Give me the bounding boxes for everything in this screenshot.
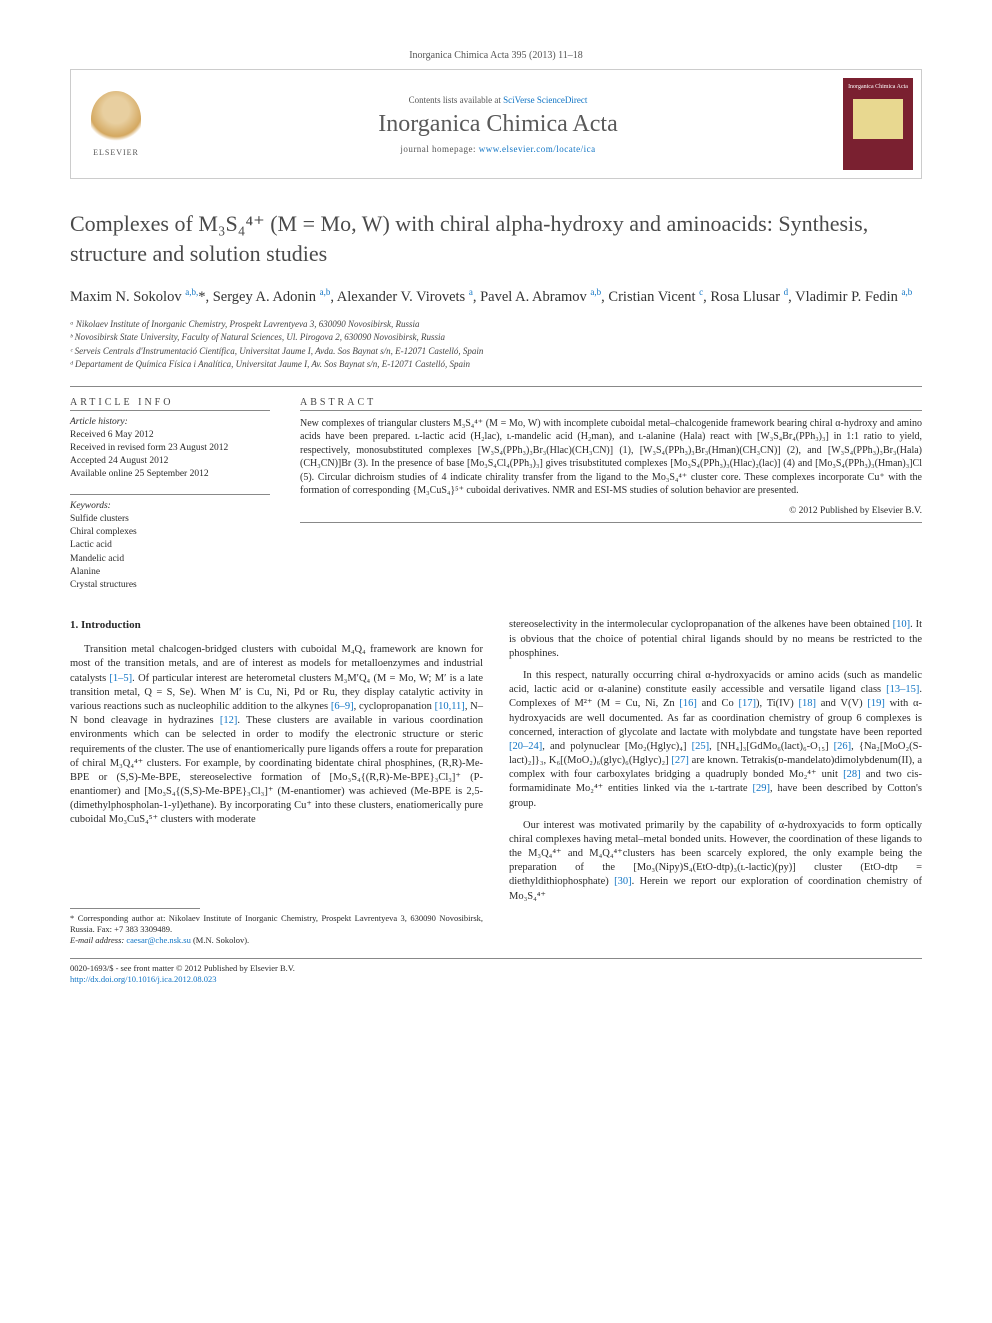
journal-cover-thumbnail: Inorganica Chimica Acta (843, 78, 913, 170)
cover-image-icon (853, 99, 903, 139)
affiliations: ᵃ Nikolaev Institute of Inorganic Chemis… (70, 318, 922, 372)
intro-para-3: Our interest was motivated primarily by … (509, 819, 922, 904)
info-rule-2 (70, 494, 270, 495)
authors-list: Maxim N. Sokolov a,b,*, Sergey A. Adonin… (70, 286, 922, 307)
history-body: Received 6 May 2012Received in revised f… (70, 429, 270, 482)
section-1-head: 1. Introduction (70, 618, 483, 633)
contents-prefix: Contents lists available at (409, 95, 503, 105)
abstract-block: ABSTRACT New complexes of triangular clu… (300, 397, 922, 593)
intro-para-2: In this respect, naturally occurring chi… (509, 669, 922, 811)
article-info-head: ARTICLE INFO (70, 397, 270, 408)
article-title: Complexes of M₃S₄⁴⁺ (M = Mo, W) with chi… (70, 209, 922, 268)
right-column: stereoselectivity in the intermolecular … (509, 618, 922, 945)
intro-para-1: Transition metal chalcogen-bridged clust… (70, 643, 483, 827)
intro-para-cont: stereoselectivity in the intermolecular … (509, 618, 922, 661)
sciencedirect-link[interactable]: SciVerse ScienceDirect (503, 95, 587, 105)
corr-email-link[interactable]: caesar@che.nsk.su (126, 935, 190, 945)
journal-reference: Inorganica Chimica Acta 395 (2013) 11–18 (70, 50, 922, 61)
contents-line: Contents lists available at SciVerse Sci… (409, 95, 588, 105)
abstract-body: New complexes of triangular clusters M₃S… (300, 417, 922, 498)
corr-author-text: * Corresponding author at: Nikolaev Inst… (70, 913, 483, 935)
abstract-rule-2 (300, 522, 922, 523)
history-head: Article history: (70, 417, 270, 427)
footer-bar: 0020-1693/$ - see front matter © 2012 Pu… (70, 958, 922, 985)
email-label: E-mail address: (70, 935, 126, 945)
left-column: 1. Introduction Transition metal chalcog… (70, 618, 483, 945)
corr-email-line: E-mail address: caesar@che.nsk.su (M.N. … (70, 935, 483, 946)
homepage-prefix: journal homepage: (400, 144, 478, 154)
front-matter-line: 0020-1693/$ - see front matter © 2012 Pu… (70, 963, 922, 974)
journal-name: Inorganica Chimica Acta (378, 111, 617, 138)
email-suffix: (M.N. Sokolov). (191, 935, 249, 945)
corresponding-footnote: * Corresponding author at: Nikolaev Inst… (70, 913, 483, 946)
footnote-rule (70, 908, 200, 909)
keywords-body: Sulfide clustersChiral complexesLactic a… (70, 513, 270, 593)
info-rule (70, 410, 270, 411)
cover-title: Inorganica Chimica Acta (848, 84, 908, 91)
elsevier-logo: ELSEVIER (71, 70, 161, 178)
elsevier-tree-icon (91, 91, 141, 146)
abstract-rule (300, 410, 922, 411)
homepage-link[interactable]: www.elsevier.com/locate/ica (479, 144, 596, 154)
abstract-copyright: © 2012 Published by Elsevier B.V. (300, 506, 922, 516)
journal-header: ELSEVIER Contents lists available at Sci… (70, 69, 922, 179)
header-center: Contents lists available at SciVerse Sci… (161, 70, 835, 178)
homepage-line: journal homepage: www.elsevier.com/locat… (400, 144, 595, 154)
divider (70, 386, 922, 387)
keywords-head: Keywords: (70, 501, 270, 511)
body-columns: 1. Introduction Transition metal chalcog… (70, 618, 922, 945)
article-info-block: ARTICLE INFO Article history: Received 6… (70, 397, 270, 593)
elsevier-label: ELSEVIER (93, 148, 139, 157)
abstract-head: ABSTRACT (300, 397, 922, 408)
doi-link[interactable]: http://dx.doi.org/10.1016/j.ica.2012.08.… (70, 974, 216, 984)
